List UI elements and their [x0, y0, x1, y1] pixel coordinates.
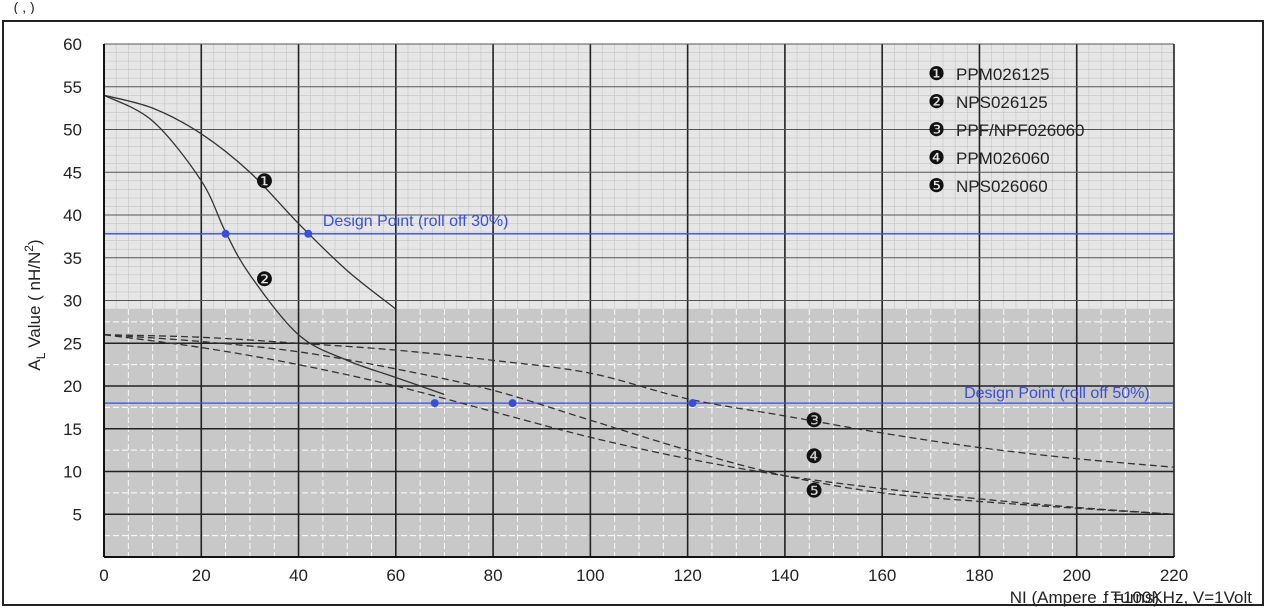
- legend-marker: ❸: [928, 120, 945, 141]
- x-tick-label: 220: [1160, 566, 1188, 585]
- legend-entry: PPM026060: [956, 149, 1050, 168]
- legend-entry: PPM026125: [956, 65, 1050, 84]
- legend-marker: ❺: [928, 176, 945, 197]
- y-axis-label: AL Value ( nH/N2): [22, 239, 48, 370]
- design-point-label: Design Point (roll off 50%): [964, 385, 1150, 402]
- y-tick-label: 30: [63, 292, 82, 311]
- legend-marker: ❶: [928, 64, 945, 85]
- series-line: [103, 334, 1175, 515]
- y-tick-label: 35: [63, 249, 82, 268]
- axes: [103, 44, 1174, 558]
- curve-label: ❸: [805, 410, 823, 432]
- design-point-marker: [430, 399, 439, 408]
- x-tick-label: 160: [868, 566, 896, 585]
- curve-label: ❶: [256, 171, 274, 193]
- y-tick-label: 5: [73, 505, 82, 524]
- major-grid: [104, 43, 1175, 557]
- x-tick-label: 60: [386, 566, 405, 585]
- series-line: [103, 94, 445, 396]
- y-tick-labels: 5 10 15 20 25 30 35 40 45 50 55 60: [63, 35, 82, 524]
- y-tick-label: 40: [63, 206, 82, 225]
- curve-label: ❷: [256, 269, 274, 291]
- design-point-marker: [688, 399, 697, 408]
- curve-label: ❺: [805, 480, 823, 502]
- design-point-label: Design Point (roll off 30%): [323, 213, 509, 230]
- x-tick-label: 100: [576, 566, 604, 585]
- x-tick-label: 140: [771, 566, 799, 585]
- legend: ❶ PPM026125 ❷ NPS026125 ❸ PPF/NPF026060 ❹ PPM02…: [928, 64, 1085, 197]
- legend-entry: NPS026125: [956, 93, 1048, 112]
- x-tick-label: 0: [99, 566, 108, 585]
- series-line: [103, 94, 397, 310]
- y-tick-label: 10: [63, 463, 82, 482]
- design-point-marker: [304, 229, 313, 238]
- x-tick-label: 200: [1063, 566, 1091, 585]
- design-point-marker: [508, 399, 517, 408]
- y-tick-label: 60: [63, 35, 82, 54]
- y-tick-label: 55: [63, 78, 82, 97]
- legend-marker: ❷: [928, 92, 945, 113]
- design-lines: Design Point (roll off 30%) Design Point …: [104, 213, 1174, 404]
- y-tick-label: 50: [63, 121, 82, 140]
- curve-label: ❹: [805, 446, 823, 468]
- legend-marker: ❹: [928, 148, 945, 169]
- design-points: [221, 229, 697, 408]
- legend-entry: NPS026060: [956, 177, 1048, 196]
- series-line: [103, 334, 1175, 515]
- legend-entry: PPF/NPF026060: [956, 121, 1085, 140]
- test-conditions: f =100KHz, V=1Volt: [1104, 588, 1253, 607]
- series-line: [103, 334, 1175, 468]
- page-header-fragment: _ ( , ): [2, 0, 35, 15]
- design-point-marker: [221, 229, 230, 238]
- x-axis-label: NI (Ampere . Turns): [1010, 588, 1159, 607]
- y-tick-label: 45: [63, 163, 82, 182]
- y-tick-label: 15: [63, 420, 82, 439]
- series-curves: [103, 94, 1175, 515]
- x-tick-labels: 0 20 40 60 80 100 120 140 160 180 200 220: [99, 566, 1188, 585]
- chart-frame: [2, 20, 1264, 606]
- x-tick-label: 120: [673, 566, 701, 585]
- x-tick-label: 20: [192, 566, 211, 585]
- y-tick-label: 20: [63, 377, 82, 396]
- x-tick-label: 80: [484, 566, 503, 585]
- x-tick-label: 180: [965, 566, 993, 585]
- x-tick-label: 40: [289, 566, 308, 585]
- curve-labels: ❶ ❷ ❸ ❹ ❺: [256, 171, 824, 503]
- y-tick-label: 25: [63, 334, 82, 353]
